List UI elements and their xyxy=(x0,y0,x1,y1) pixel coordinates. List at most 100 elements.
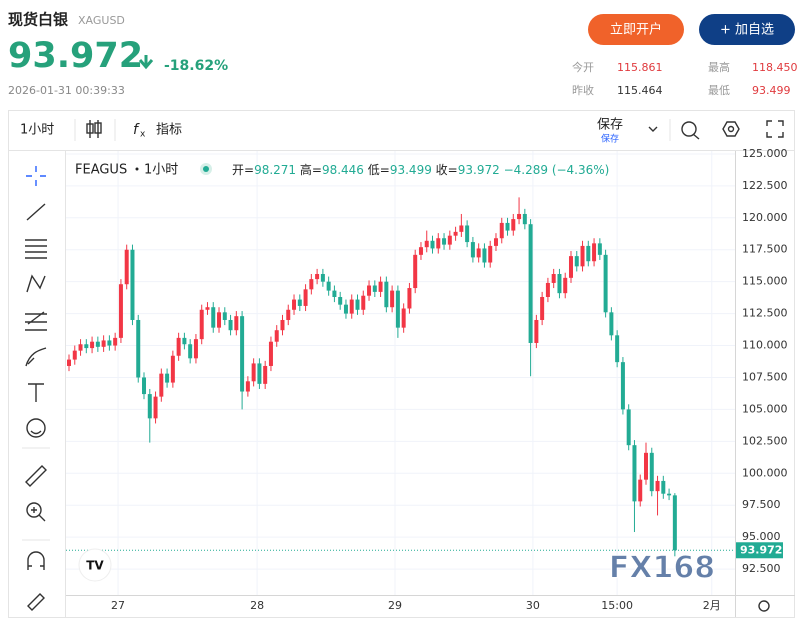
settings-button[interactable] xyxy=(727,125,735,133)
candle-body xyxy=(459,225,464,232)
candle-body xyxy=(367,285,372,296)
candle-body xyxy=(199,309,204,340)
legend-values: 开=98.271 高=98.446 低=93.499 收=93.972 −4.2… xyxy=(232,162,609,177)
status-dot xyxy=(203,166,209,172)
asset-symbol: XAGUSD xyxy=(78,14,125,27)
tv-logo: TV xyxy=(86,559,104,573)
y-tick-label: 125.000 xyxy=(742,147,788,160)
candle-body xyxy=(592,243,597,262)
candle-body xyxy=(540,296,545,320)
candle-body xyxy=(499,222,504,239)
projection-tool[interactable] xyxy=(25,311,47,331)
fib-tool[interactable] xyxy=(25,239,47,259)
lock-tool[interactable] xyxy=(27,593,45,611)
quick-search-button[interactable] xyxy=(681,121,700,140)
candle-body xyxy=(355,299,360,310)
candle-body xyxy=(349,299,354,314)
watchlist-button[interactable] xyxy=(699,14,795,45)
y-tick-label: 102.500 xyxy=(742,434,788,447)
candle-body xyxy=(517,213,522,220)
stat-label: 最高 xyxy=(708,60,730,74)
candle-body xyxy=(343,304,348,314)
candle-body xyxy=(303,289,308,306)
candle-body xyxy=(217,312,222,328)
ruler-tool[interactable] xyxy=(25,465,47,487)
magnet-tool[interactable] xyxy=(27,551,45,570)
fx-icon[interactable]: x xyxy=(140,130,146,140)
emoji-tool[interactable] xyxy=(26,418,46,438)
last-price-tag xyxy=(736,542,783,559)
drawing-tools xyxy=(25,166,47,611)
y-tick-label: 92.500 xyxy=(742,562,781,575)
chart-type-button[interactable] xyxy=(86,120,102,138)
candle-body xyxy=(649,452,654,492)
candle-body xyxy=(609,312,614,336)
indicators-button[interactable]: 指标 xyxy=(156,123,182,138)
candle-body xyxy=(315,274,320,280)
candle-body xyxy=(188,344,193,359)
zoom-tool[interactable] xyxy=(31,507,46,522)
candle-body xyxy=(574,256,579,267)
candle-body xyxy=(274,330,279,342)
candle-body xyxy=(447,235,452,245)
open-account-button[interactable] xyxy=(588,14,684,45)
candle-body xyxy=(107,340,112,346)
trend-line-tool[interactable] xyxy=(26,203,46,221)
zoom-tool[interactable] xyxy=(26,502,42,518)
candle-body xyxy=(182,337,187,345)
candle-body xyxy=(378,281,383,292)
crosshair-tool[interactable] xyxy=(26,166,46,186)
candle-body xyxy=(280,319,285,331)
axis-settings-button[interactable] xyxy=(758,600,770,612)
save-dropdown[interactable] xyxy=(648,126,658,132)
emoji-tool[interactable] xyxy=(30,430,42,435)
save-button[interactable]: 保存 xyxy=(597,118,623,133)
candle-body xyxy=(320,274,325,282)
candle-body xyxy=(511,219,516,231)
candle-body xyxy=(436,238,441,249)
watchlist-label[interactable]: + 加自选 xyxy=(720,23,774,38)
candle-body xyxy=(101,340,106,347)
candle-body xyxy=(667,493,672,496)
y-tick-label: 120.000 xyxy=(742,211,788,224)
fullscreen-button[interactable] xyxy=(766,120,784,138)
stat-value: 118.450 xyxy=(752,61,798,74)
candle-body xyxy=(563,277,568,294)
y-tick-label: 112.500 xyxy=(742,307,788,320)
pattern-tool[interactable] xyxy=(26,274,46,293)
candle-body xyxy=(309,279,314,290)
brush-tool[interactable] xyxy=(25,347,47,367)
candle-body xyxy=(193,339,198,359)
candle-body xyxy=(557,274,562,294)
candle-body xyxy=(372,285,377,292)
candle-body xyxy=(522,213,527,225)
candle-body xyxy=(147,394,152,419)
candles xyxy=(66,197,735,557)
candle-body xyxy=(240,316,245,392)
x-tick-label: 29 xyxy=(388,599,402,612)
stat-label: 今开 xyxy=(572,60,594,74)
open-account-label[interactable]: 立即开户 xyxy=(610,22,662,38)
candle-body xyxy=(493,238,498,246)
legend-item: −4.289 xyxy=(504,163,548,177)
interval-button[interactable]: 1小时 xyxy=(20,123,54,138)
candle-body xyxy=(488,245,493,263)
candle-body xyxy=(159,373,164,397)
candle-body xyxy=(245,381,250,392)
candle-body xyxy=(153,396,158,419)
legend-item: 开= xyxy=(232,163,254,177)
candle-body xyxy=(545,282,550,297)
candle-body xyxy=(615,335,620,363)
fx-icon[interactable]: f xyxy=(133,122,140,138)
settings-button[interactable] xyxy=(722,121,740,137)
y-tick-label: 100.000 xyxy=(742,466,788,479)
x-tick-label: 15:00 xyxy=(601,599,633,612)
candle-body xyxy=(78,344,83,351)
y-tick-label: 95.000 xyxy=(742,530,781,543)
text-tool[interactable] xyxy=(28,383,44,402)
candle-body xyxy=(222,312,227,320)
stat-value: 93.499 xyxy=(752,84,791,97)
candle-body xyxy=(586,245,591,262)
